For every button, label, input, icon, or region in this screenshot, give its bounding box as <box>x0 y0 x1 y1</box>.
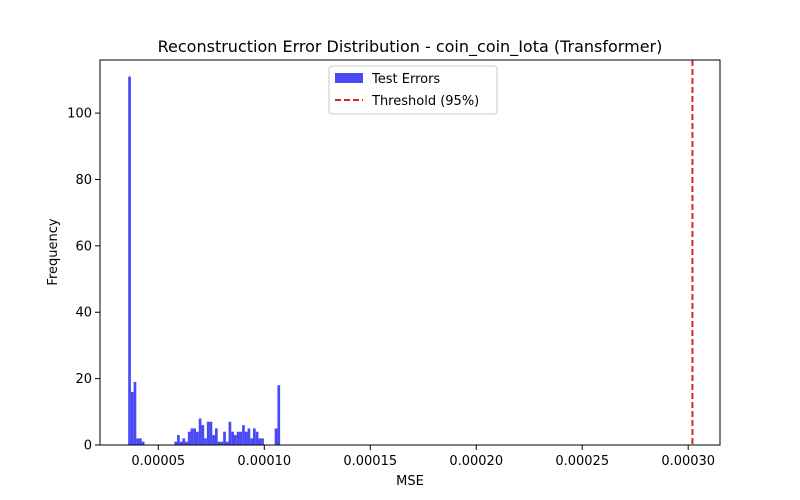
y-tick-label: 60 <box>75 239 92 254</box>
histogram-bar <box>190 428 194 445</box>
histogram-bar <box>215 428 218 445</box>
histogram-bar <box>212 435 216 445</box>
x-tick-label: 0.00025 <box>555 454 609 469</box>
legend-swatch-test-errors <box>335 73 363 83</box>
chart-title: Reconstruction Error Distribution - coin… <box>158 37 663 57</box>
histogram-bar <box>277 385 281 445</box>
histogram-bar <box>236 431 240 445</box>
legend-label-test-errors: Test Errors <box>371 72 440 87</box>
histogram-bar <box>231 431 234 445</box>
histogram-bar <box>274 428 278 445</box>
y-axis-label: Frequency <box>46 218 61 285</box>
x-axis-ticks: 0.00005 0.00010 0.00015 0.00020 0.00025 0.000… <box>131 445 715 469</box>
legend-label-threshold: Threshold (95%) <box>371 94 479 109</box>
histogram-bar <box>239 431 243 445</box>
histogram-bar <box>204 438 207 445</box>
histogram-bar <box>217 441 221 445</box>
histogram-bar <box>193 428 197 445</box>
histogram-bar <box>206 421 210 445</box>
histogram-bar <box>141 441 145 445</box>
histogram-bar <box>133 381 137 445</box>
histogram-bar <box>128 76 131 445</box>
histogram-bar <box>234 435 237 445</box>
y-tick-label: 20 <box>75 372 92 387</box>
y-tick-label: 40 <box>75 306 92 321</box>
x-tick-label: 0.00010 <box>237 454 291 469</box>
histogram-bar <box>201 425 205 445</box>
histogram-bar <box>179 441 183 445</box>
histogram-bar <box>185 441 188 445</box>
histogram-bar <box>220 441 224 445</box>
plot-frame <box>99 59 721 446</box>
x-tick-label: 0.00005 <box>131 454 185 469</box>
histogram-bar <box>174 441 178 445</box>
histogram-bar <box>136 438 140 445</box>
histogram-bar <box>228 421 232 445</box>
histogram-bar <box>187 431 191 445</box>
histogram-bars <box>128 76 281 445</box>
histogram-bar <box>225 441 229 445</box>
histogram-bar <box>261 438 264 445</box>
histogram-bar <box>130 391 134 445</box>
y-axis-ticks: 0 20 40 60 80 100 <box>67 107 100 454</box>
histogram-bar <box>253 428 256 445</box>
histogram-bar <box>198 418 202 445</box>
histogram-bar <box>177 435 180 445</box>
y-tick-label: 0 <box>84 439 92 454</box>
legend-box <box>328 65 498 115</box>
x-tick-label: 0.00015 <box>343 454 397 469</box>
histogram-bar <box>255 431 259 445</box>
x-axis-label: MSE <box>396 474 424 489</box>
histogram-bar <box>182 438 186 445</box>
x-tick-label: 0.00020 <box>449 454 503 469</box>
histogram-bar <box>209 421 213 445</box>
histogram-bar <box>244 431 248 445</box>
histogram-bar <box>223 431 226 445</box>
histogram-bar <box>242 425 245 445</box>
histogram-bar <box>139 438 142 445</box>
histogram-bar <box>247 428 251 445</box>
legend: Test Errors Threshold (95%) <box>328 65 498 115</box>
histogram-bar <box>250 438 253 445</box>
histogram-bar <box>258 438 262 445</box>
y-tick-label: 100 <box>67 107 92 122</box>
y-tick-label: 80 <box>75 173 92 188</box>
histogram-bar <box>196 431 199 445</box>
x-tick-label: 0.00030 <box>661 454 715 469</box>
